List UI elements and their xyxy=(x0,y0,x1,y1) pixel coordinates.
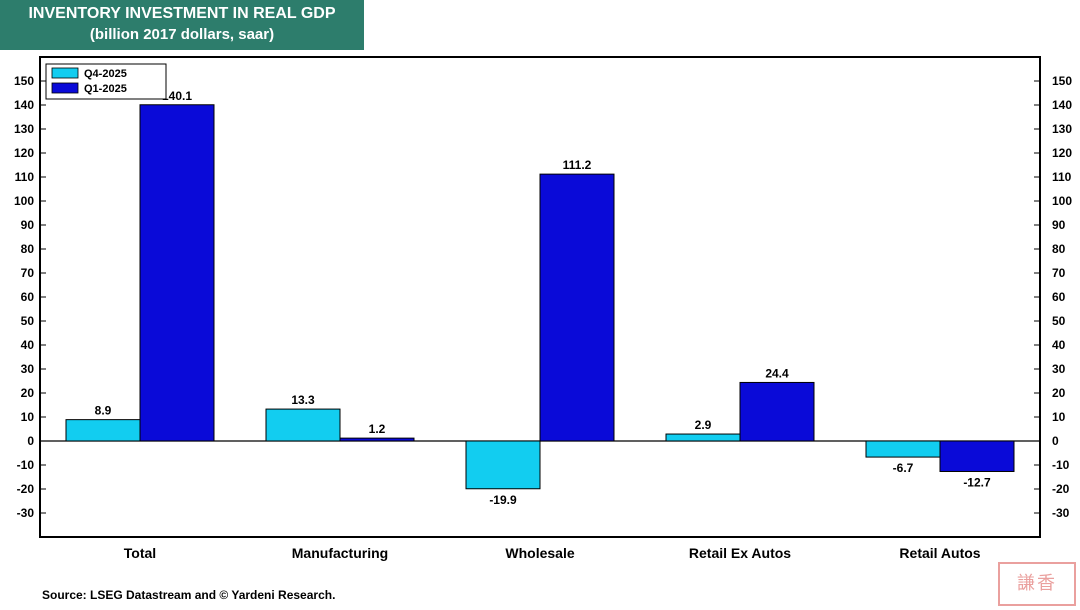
x-category-label: Manufacturing xyxy=(292,545,388,561)
y-tick-label-left: 40 xyxy=(21,338,35,352)
bar-q1 xyxy=(339,437,415,442)
legend-label: Q1-2025 xyxy=(84,83,127,95)
bar-q1 xyxy=(739,381,815,442)
data-label: -19.9 xyxy=(489,493,517,507)
y-tick-label-right: 100 xyxy=(1052,194,1072,208)
y-tick-label-left: 70 xyxy=(21,266,35,280)
y-tick-label-right: 60 xyxy=(1052,290,1066,304)
bar-q1 xyxy=(139,104,215,442)
y-tick-label-left: 0 xyxy=(27,434,34,448)
x-category-label: Total xyxy=(124,545,156,561)
data-label: 8.9 xyxy=(95,404,112,418)
data-label: 13.3 xyxy=(291,393,315,407)
y-tick-label-left: 100 xyxy=(14,194,34,208)
y-tick-label-right: 10 xyxy=(1052,410,1066,424)
y-tick-label-left: 90 xyxy=(21,218,35,232)
data-label: 1.2 xyxy=(369,422,386,436)
y-tick-label-left: 60 xyxy=(21,290,35,304)
y-tick-label-right: 30 xyxy=(1052,362,1066,376)
y-tick-label-right: 110 xyxy=(1052,170,1072,184)
data-label: 140.1 xyxy=(162,89,192,103)
y-tick-label-right: -20 xyxy=(1052,482,1070,496)
y-tick-label-left: 20 xyxy=(21,386,35,400)
data-label: 2.9 xyxy=(695,418,712,432)
bar-q4 xyxy=(865,440,941,458)
x-category-label: Retail Ex Autos xyxy=(689,545,791,561)
y-tick-label-right: 130 xyxy=(1052,122,1072,136)
data-label: -12.7 xyxy=(963,475,991,489)
x-category-label: Wholesale xyxy=(505,545,574,561)
y-tick-label-left: 50 xyxy=(21,314,35,328)
y-tick-label-left: 140 xyxy=(14,98,34,112)
data-label: 111.2 xyxy=(563,158,592,172)
y-tick-label-right: 0 xyxy=(1052,434,1059,448)
y-tick-label-left: 150 xyxy=(14,74,34,88)
bar-q4 xyxy=(65,419,141,442)
chart-title: INVENTORY INVESTMENT IN REAL GDP xyxy=(28,5,336,22)
bar-q4 xyxy=(265,408,341,442)
y-tick-label-right: 20 xyxy=(1052,386,1066,400)
bar-q1 xyxy=(939,440,1015,472)
y-tick-label-right: -10 xyxy=(1052,458,1070,472)
y-tick-label-left: 120 xyxy=(14,146,34,160)
watermark-stamp: 謙香 xyxy=(998,562,1076,606)
y-tick-label-left: 30 xyxy=(21,362,35,376)
y-tick-label-right: 80 xyxy=(1052,242,1066,256)
y-tick-label-right: -30 xyxy=(1052,506,1070,520)
y-tick-label-right: 90 xyxy=(1052,218,1066,232)
chart-title-box: INVENTORY INVESTMENT IN REAL GDP (billio… xyxy=(0,0,364,50)
y-tick-label-right: 40 xyxy=(1052,338,1066,352)
data-label: -6.7 xyxy=(893,461,914,475)
y-tick-label-left: 10 xyxy=(21,410,35,424)
y-tick-label-left: -30 xyxy=(17,506,35,520)
chart-subtitle: (billion 2017 dollars, saar) xyxy=(89,26,275,43)
legend-swatch xyxy=(51,67,79,79)
y-tick-label-left: 110 xyxy=(15,170,35,184)
y-tick-label-right: 150 xyxy=(1052,74,1072,88)
source-note: Source: LSEG Datastream and © Yardeni Re… xyxy=(42,588,336,602)
legend-swatch xyxy=(51,82,79,94)
legend-label: Q4-2025 xyxy=(84,68,127,80)
bar-q4 xyxy=(665,433,741,442)
x-category-label: Retail Autos xyxy=(899,545,980,561)
y-tick-label-left: -10 xyxy=(17,458,35,472)
y-tick-label-left: 80 xyxy=(21,242,35,256)
bar-q1 xyxy=(539,173,615,442)
y-tick-label-right: 50 xyxy=(1052,314,1066,328)
bar-q4 xyxy=(465,440,541,490)
y-tick-label-right: 70 xyxy=(1052,266,1066,280)
y-tick-label-left: -20 xyxy=(17,482,35,496)
y-tick-label-right: 140 xyxy=(1052,98,1072,112)
data-label: 24.4 xyxy=(765,366,789,380)
y-tick-label-left: 130 xyxy=(14,122,34,136)
y-tick-label-right: 120 xyxy=(1052,146,1072,160)
